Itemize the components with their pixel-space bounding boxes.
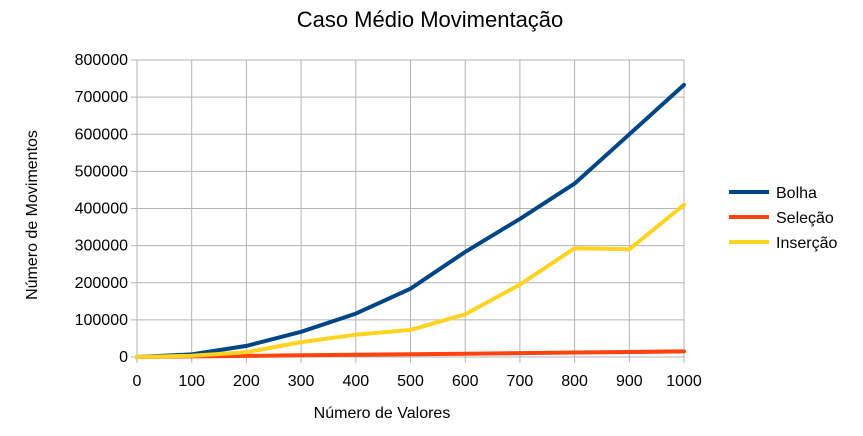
legend-label-selecao: Seleção: [776, 210, 834, 227]
x-axis-title: Número de Valores: [314, 405, 451, 422]
plot-area-border: [136, 59, 685, 358]
x-tick-label: 200: [233, 373, 260, 390]
tick-labels: 0 100000 200000 300000 400000 500000 600000 700…: [75, 52, 702, 390]
x-tick-label: 600: [452, 373, 479, 390]
y-tick-label: 500000: [75, 163, 128, 180]
chart-title: Caso Médio Movimentação: [297, 7, 564, 32]
axes: [131, 59, 685, 363]
series-lines: [135, 82, 686, 359]
y-tick-label: 100000: [75, 312, 128, 329]
y-tick-label: 400000: [75, 201, 128, 218]
x-tick-label: 0: [133, 373, 142, 390]
y-tick-label: 800000: [75, 52, 128, 69]
x-tick-label: 900: [616, 373, 643, 390]
y-tick-label: 200000: [75, 275, 128, 292]
x-tick-label: 700: [507, 373, 534, 390]
x-tick-label: 500: [397, 373, 424, 390]
x-tick-label: 300: [288, 373, 315, 390]
legend-label-bolha: Bolha: [776, 185, 817, 202]
x-tick-label: 1000: [666, 373, 702, 390]
y-tick-label: 300000: [75, 238, 128, 255]
x-tick-label: 400: [342, 373, 369, 390]
series-line-bolha: [135, 82, 686, 359]
x-tick-label: 100: [178, 373, 205, 390]
series-line-selecao: [135, 349, 686, 359]
grid: [136, 59, 685, 358]
legend-label-insercao: Inserção: [776, 235, 837, 252]
x-tick-label: 800: [561, 373, 588, 390]
y-tick-label: 600000: [75, 126, 128, 143]
y-axis-title: Número de Movimentos: [24, 130, 41, 300]
series-line-insercao: [135, 202, 686, 359]
legend: Bolha Seleção Inserção: [729, 185, 837, 252]
y-tick-label: 0: [119, 349, 128, 366]
y-tick-label: 700000: [75, 89, 128, 106]
